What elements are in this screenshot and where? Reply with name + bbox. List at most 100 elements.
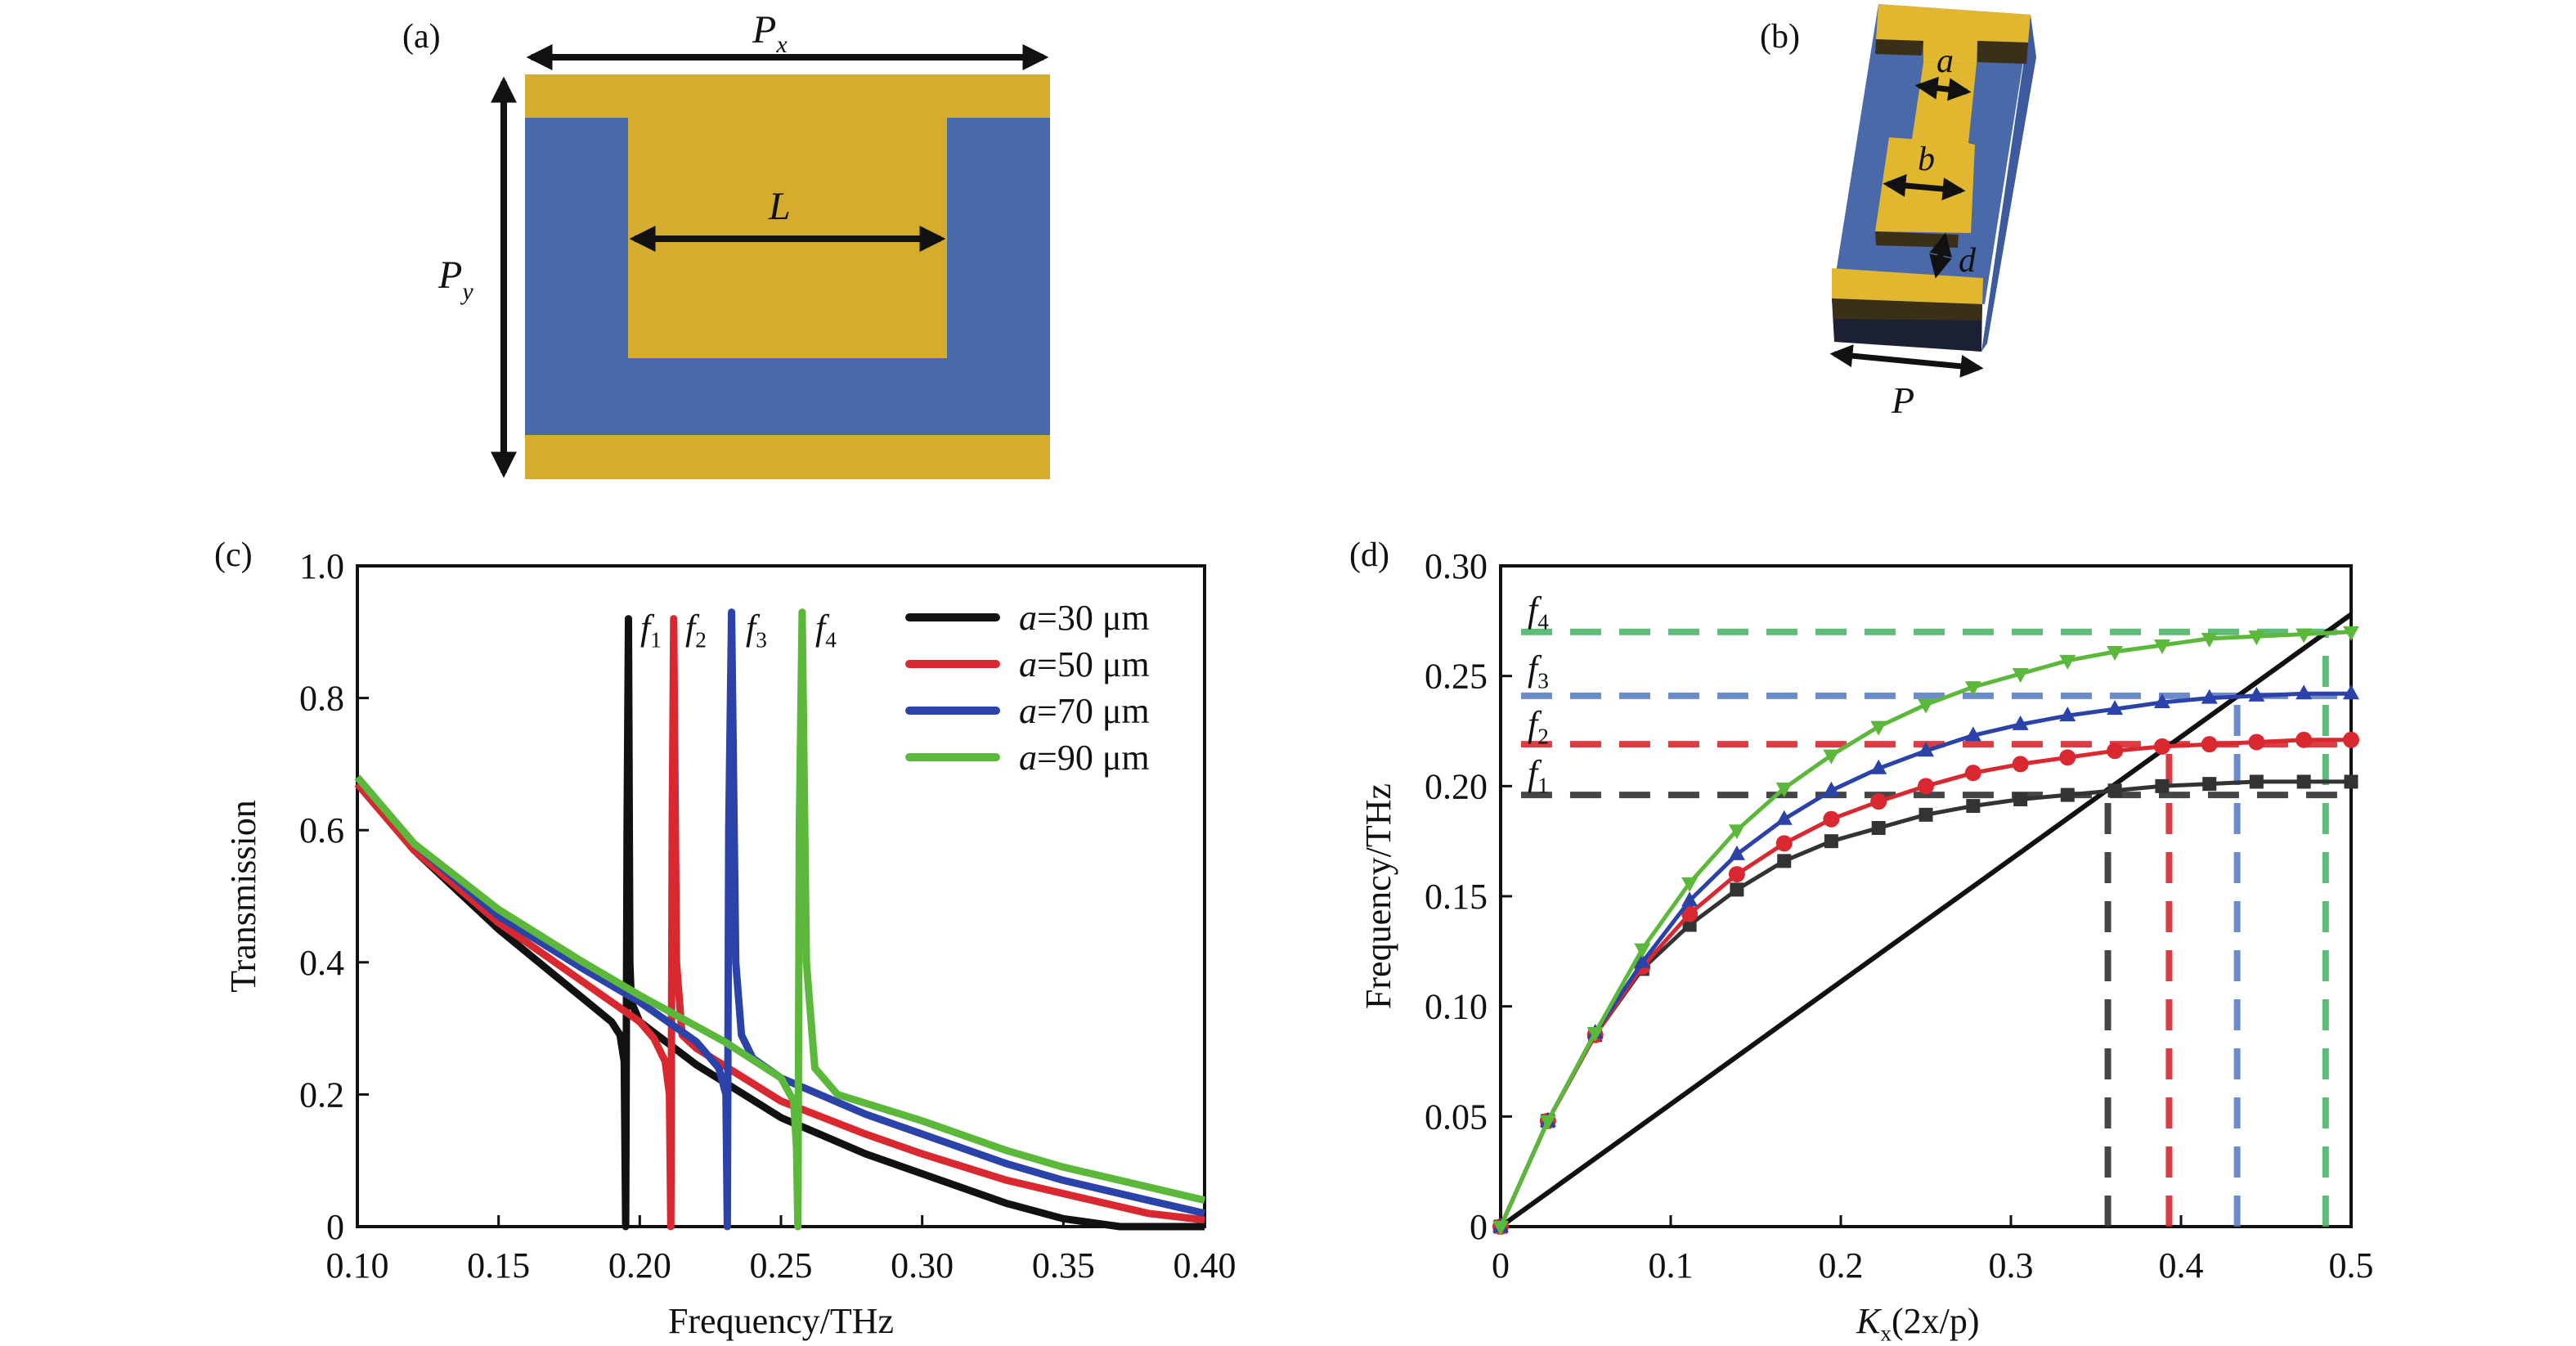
d-marker-square — [2344, 774, 2358, 789]
d-marker-triangle-down — [2248, 630, 2265, 646]
d-marker-triangle-down — [2153, 639, 2170, 654]
d-marker-triangle-up — [2012, 715, 2029, 730]
d-marker-square — [2107, 783, 2122, 798]
d-marker-triangle-up — [1823, 781, 1840, 796]
panel-a: (a) Px Py L — [402, 8, 1050, 479]
c-resonance-label-1-sub: 1 — [650, 628, 662, 653]
panel-b-label: (b) — [1760, 18, 1800, 56]
c-y-tick-label: 1.0 — [299, 546, 344, 586]
d-y-tick-label: 0.20 — [1425, 766, 1488, 806]
d-series-line-3 — [1498, 691, 2351, 1228]
d-marker-triangle-up — [1964, 726, 1981, 742]
d-marker-square — [1682, 918, 1697, 932]
d-x-axis-label-main: K — [1856, 1301, 1883, 1341]
d-marker-triangle-up — [2343, 684, 2359, 700]
d-x-axis-label-sub: x — [1880, 1321, 1892, 1346]
d-marker-triangle-down — [1964, 681, 1981, 697]
c-legend-label-4: a=90 μm — [1019, 738, 1150, 778]
d-cutoff-label-2-sub: 2 — [1537, 725, 1549, 749]
d-marker-circle — [2059, 749, 2076, 766]
d-marker-triangle-down — [1728, 824, 1745, 840]
d-marker-triangle-down — [1681, 877, 1699, 892]
c-y-tick-label: 0.4 — [299, 943, 344, 983]
d-marker-square — [1824, 834, 1838, 849]
c-resonance-label-4-sub: 4 — [825, 628, 837, 653]
d-y-axis-label: Frequency/THz — [1358, 783, 1398, 1009]
c-series-line-2 — [354, 615, 1205, 1231]
d-marker-circle — [1681, 905, 1699, 922]
d-y-tick-label: 0.15 — [1425, 877, 1488, 917]
c-legend-rest: =30 μm — [1037, 598, 1150, 638]
d-y-tick-label: 0 — [1470, 1207, 1488, 1247]
c-x-tick-label: 0.15 — [467, 1245, 530, 1285]
d-marker-square — [2202, 777, 2217, 792]
c-x-tick-label: 0.25 — [750, 1245, 813, 1285]
c-resonance-label-1: f1 — [640, 608, 662, 653]
d-x-axis-label: Kx(2x/p) — [1856, 1301, 1980, 1346]
c-resonance-label-4: f4 — [815, 608, 837, 653]
c-resonance-label-2-sub: 2 — [695, 628, 707, 653]
c-legend-label-1: a=30 μm — [1019, 598, 1150, 638]
c-series-line-3 — [354, 608, 1206, 1231]
dispersion-chart: 0 0.1 0.2 0.3 0.4 0.5 0 0.05 0.10 0.15 0.20 0.25 0.3… — [1358, 546, 2374, 1346]
b-label: b — [1918, 141, 1935, 178]
d-y-tick-label: 0.25 — [1425, 657, 1488, 697]
c-legend-var: a — [1019, 691, 1037, 731]
d-marker-triangle-up — [2201, 689, 2218, 704]
d-marker-triangle-down — [2201, 632, 2218, 648]
d-label: d — [1959, 242, 1977, 280]
top-bar — [1876, 4, 2031, 64]
d-marker-triangle-down — [1539, 1115, 1556, 1130]
d-marker-circle — [2296, 731, 2313, 748]
c-y-tick-label: 0.2 — [299, 1075, 344, 1115]
d-marker-triangle-down — [2296, 628, 2313, 644]
py-label: Py — [438, 253, 473, 305]
bottom-bar-shadow — [1832, 298, 1982, 321]
panel-b: (b) a b d P — [1760, 4, 2036, 421]
d-marker-circle — [2248, 734, 2265, 751]
d-marker-square — [1730, 882, 1744, 897]
c-y-tick-label: 0.8 — [299, 679, 344, 719]
c-x-tick-label: 0.10 — [326, 1245, 389, 1285]
d-marker-circle — [2012, 756, 2029, 773]
d-cutoff-label-3-sub: 3 — [1537, 669, 1549, 693]
b-arrow — [1883, 174, 1966, 200]
c-legend-var: a — [1019, 598, 1037, 638]
c-legend-label-3: a=70 μm — [1019, 691, 1150, 731]
d-marker-triangle-up — [2296, 684, 2313, 700]
d-marker-triangle-down — [1492, 1221, 1509, 1236]
panel-a-label: (a) — [402, 18, 441, 56]
d-light-line — [1499, 612, 2353, 1229]
d-marker-triangle-up — [1681, 891, 1699, 907]
d-y-tick-label: 0.05 — [1425, 1097, 1488, 1137]
top-bar-shadow — [1875, 39, 1923, 56]
d-marker-triangle-down — [1775, 783, 1793, 798]
d-x-tick-label: 0.3 — [1989, 1245, 2034, 1285]
panel-d-label: (d) — [1349, 536, 1389, 574]
c-legend-label-2: a=50 μm — [1019, 644, 1150, 684]
d-marker-circle — [2153, 738, 2170, 755]
top-bar-shadow-right — [1977, 41, 2028, 64]
d-marker-triangle-down — [2343, 626, 2359, 641]
c-legend-var: a — [1019, 644, 1037, 684]
d-marker-circle — [1964, 765, 1981, 782]
a-arrow — [1914, 76, 1972, 101]
d-marker-triangle-down — [1870, 720, 1887, 736]
d-marker-triangle-down — [1586, 1026, 1604, 1042]
d-x-tick-label: 0 — [1492, 1245, 1510, 1285]
d-plot-frame — [1499, 564, 2353, 1228]
p-arrow — [1829, 344, 1984, 378]
d-marker-circle — [1823, 810, 1840, 828]
d-x-tick-label: 0.1 — [1649, 1245, 1694, 1285]
d-marker-triangle-up — [1870, 759, 1887, 774]
p-label: P — [1891, 379, 1914, 421]
c-y-axis-label: Transmission — [223, 800, 263, 993]
c-y-tick-label: 0.6 — [299, 810, 344, 850]
d-cutoff-label-4-sub: 4 — [1537, 610, 1549, 635]
d-x-axis-label-rest: (2x/p) — [1892, 1301, 1980, 1341]
d-y-tick-label: 0.30 — [1425, 546, 1488, 586]
c-resonance-label-2: f2 — [685, 608, 707, 653]
c-x-axis-label: Frequency/THz — [668, 1301, 894, 1341]
c-legend-rest: =50 μm — [1037, 644, 1150, 684]
